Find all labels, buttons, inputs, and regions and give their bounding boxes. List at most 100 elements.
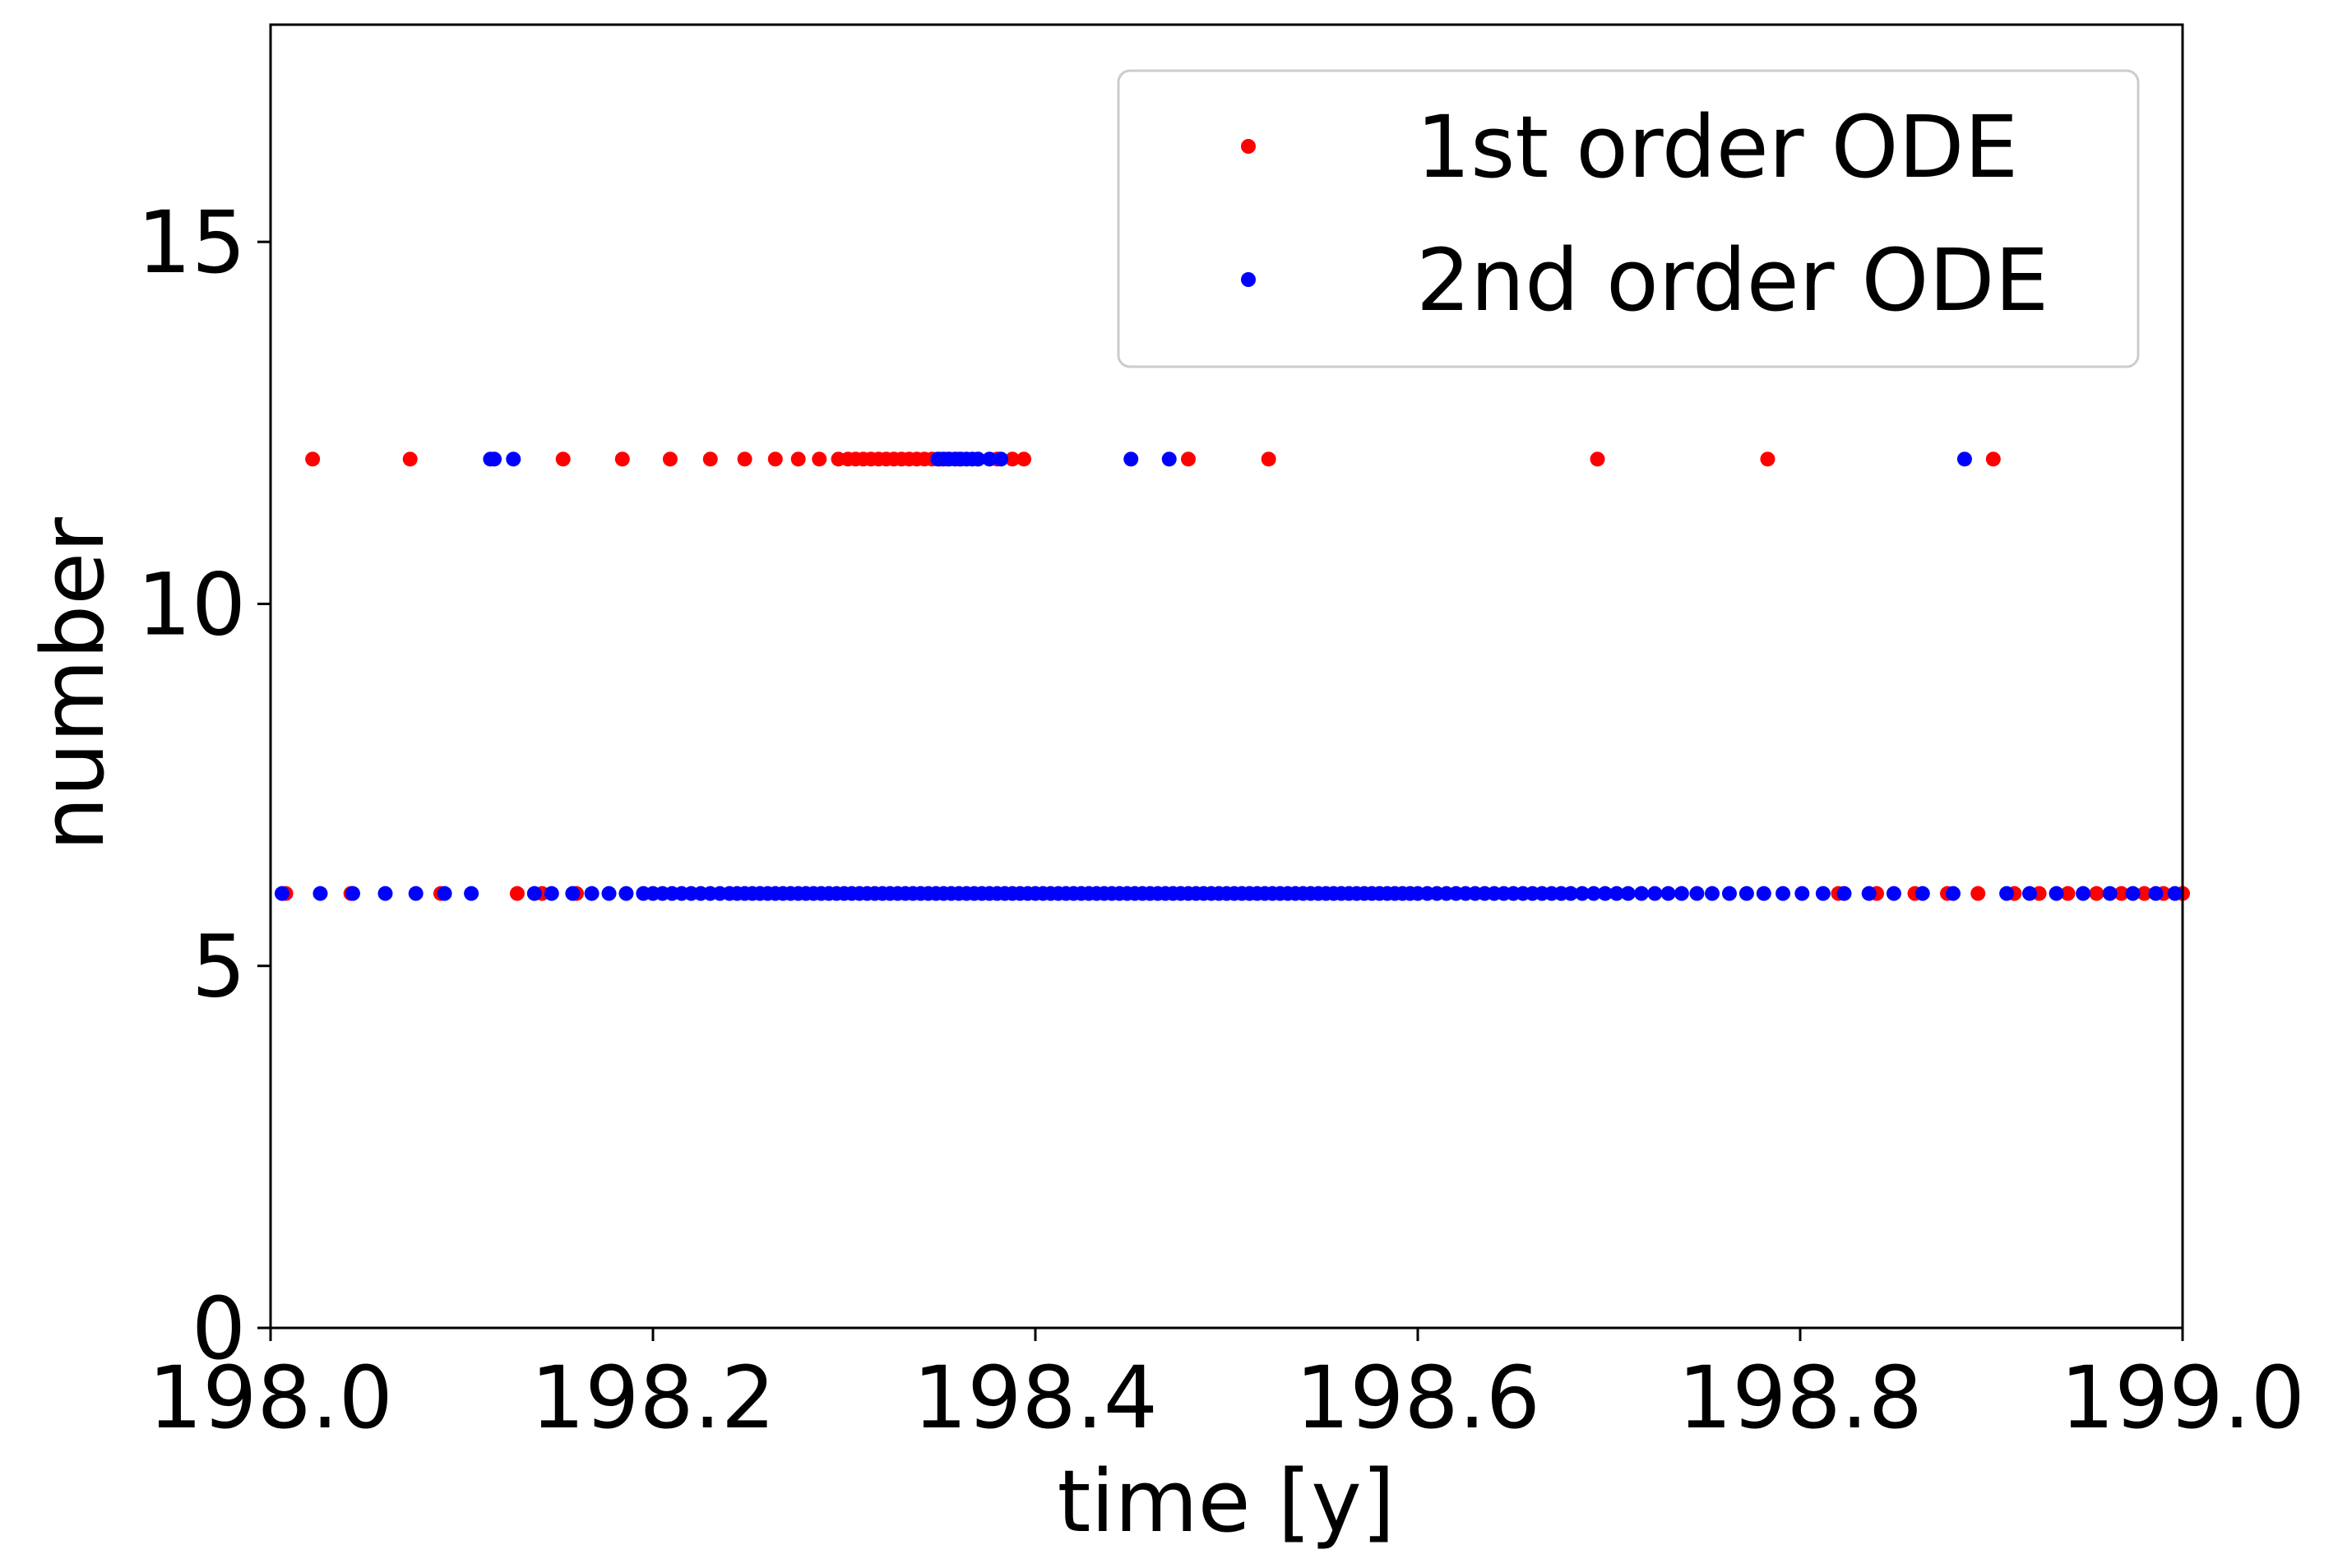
data-point [509, 886, 525, 901]
data-point [662, 451, 678, 467]
data-point [1161, 451, 1177, 467]
data-point [767, 451, 783, 467]
data-point [2113, 886, 2129, 901]
data-point [970, 451, 986, 467]
x-tick-label: 199.0 [2060, 1348, 2305, 1448]
data-point [1886, 886, 1901, 901]
data-point [1970, 886, 1986, 901]
data-point [2148, 886, 2164, 901]
data-point [555, 451, 571, 467]
x-tick-label: 198.6 [1295, 1348, 1540, 1448]
data-point [345, 886, 360, 901]
y-axis-label: number [23, 517, 123, 851]
y-tick-label: 0 [192, 1279, 246, 1379]
data-point [313, 886, 328, 901]
data-point [1794, 886, 1810, 901]
data-point [1861, 886, 1877, 901]
data-point [790, 451, 806, 467]
data-point [408, 886, 424, 901]
data-point [2102, 886, 2118, 901]
data-point [601, 886, 617, 901]
data-point [1956, 451, 1972, 467]
data-point [1590, 451, 1605, 467]
series-2 [274, 451, 2183, 901]
data-point [565, 886, 581, 901]
data-point [1574, 886, 1590, 901]
data-point [2089, 886, 2104, 901]
data-point [1985, 451, 2001, 467]
data-point [1609, 886, 1624, 901]
data-point [377, 886, 393, 901]
data-point [1946, 886, 1961, 901]
y-axis-ticks: 0 5 10 15 [137, 192, 271, 1379]
x-axis-ticks: 198.0 198.2 198.4 198.6 198.8 199.0 [148, 1328, 2305, 1448]
data-point [614, 451, 630, 467]
data-point [618, 886, 634, 901]
data-point [1721, 886, 1737, 901]
y-tick-label: 10 [137, 554, 246, 654]
data-point [2125, 886, 2141, 901]
data-point [437, 886, 452, 901]
legend: 1st order ODE 2nd order ODE [1117, 69, 2140, 368]
data-point [544, 886, 559, 901]
data-point [1647, 886, 1663, 901]
y-tick-label: 15 [137, 192, 246, 293]
data-point [402, 451, 418, 467]
data-point [1261, 451, 1276, 467]
data-point [2060, 886, 2076, 901]
x-tick-label: 198.2 [530, 1348, 775, 1448]
x-axis-label: time [y] [1058, 1451, 1396, 1552]
data-point [1634, 886, 1650, 901]
data-point [812, 451, 827, 467]
data-point [1760, 451, 1775, 467]
data-point [305, 451, 321, 467]
data-point [1775, 886, 1791, 901]
data-point [1999, 886, 2015, 901]
data-point [1660, 886, 1676, 901]
x-tick-label: 198.0 [148, 1348, 393, 1448]
legend-marker-2nd-order [1241, 272, 1256, 287]
data-point [2022, 886, 2037, 901]
data-point [1815, 886, 1831, 901]
data-point [1836, 886, 1852, 901]
data-points [274, 451, 2190, 901]
data-point [1674, 886, 1689, 901]
data-point [464, 886, 479, 901]
data-point [1586, 886, 1601, 901]
data-point [487, 451, 502, 467]
y-tick-label: 5 [192, 917, 246, 1017]
data-point [1181, 451, 1196, 467]
plot-frame [269, 23, 2184, 1330]
data-point [1738, 886, 1754, 901]
x-tick-label: 198.4 [913, 1348, 1158, 1448]
data-point [1620, 886, 1636, 901]
data-point [2076, 886, 2091, 901]
legend-label-2nd-order: 2nd order ODE [1416, 230, 2049, 331]
data-point [1705, 886, 1720, 901]
series-1 [278, 451, 2190, 901]
x-tick-label: 198.8 [1678, 1348, 1923, 1448]
data-point [506, 451, 521, 467]
data-point [526, 886, 542, 901]
data-point [1756, 886, 1771, 901]
data-point [584, 886, 600, 901]
data-point [1123, 451, 1139, 467]
data-point [274, 886, 289, 901]
data-point [702, 451, 718, 467]
data-point [982, 451, 998, 467]
data-point [1689, 886, 1705, 901]
data-point [1563, 886, 1578, 901]
data-point [2049, 886, 2064, 901]
legend-marker-1st-order [1241, 139, 1256, 154]
data-point [1016, 451, 1032, 467]
data-point [1597, 886, 1613, 901]
data-point [1005, 451, 1021, 467]
legend-label-1st-order: 1st order ODE [1416, 97, 2018, 197]
data-point [993, 451, 1009, 467]
data-point [1914, 886, 1930, 901]
data-point [2137, 886, 2152, 901]
data-point [737, 451, 752, 467]
data-point [2167, 886, 2183, 901]
legend-box [1117, 69, 2140, 368]
